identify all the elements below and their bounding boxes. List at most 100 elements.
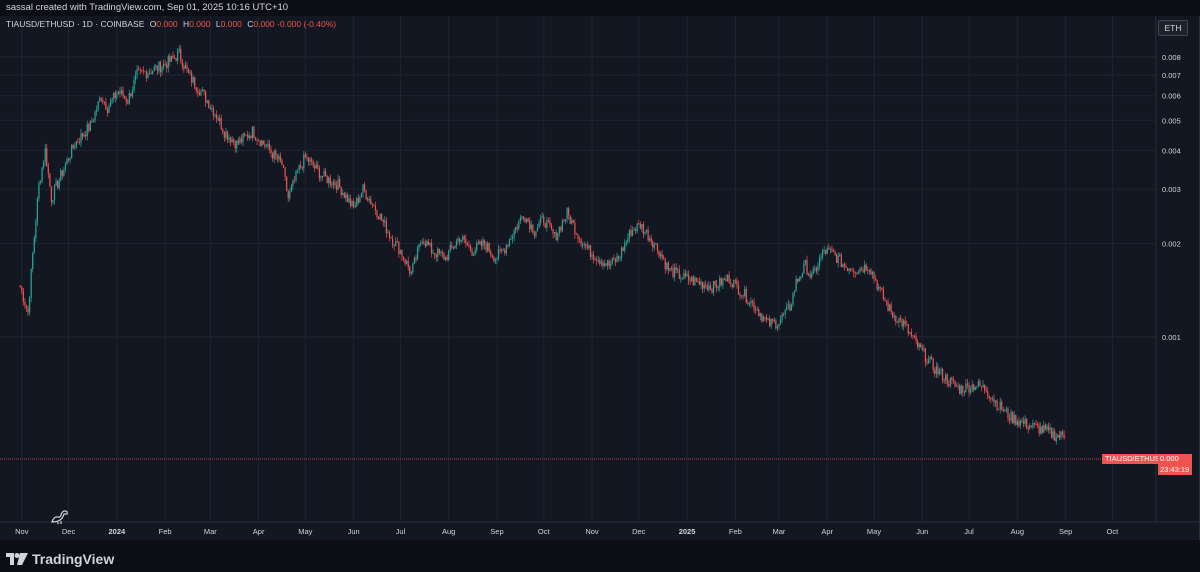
tradingview-brand: TradingView [32,551,115,567]
candle-body [915,336,917,342]
candle-body [268,143,271,150]
x-tick-label: Nov [15,527,29,536]
candle-body [430,242,433,254]
candle-body [994,400,997,403]
candle-body [226,131,229,140]
candle-body [485,244,487,251]
candle-body [703,284,705,289]
candle-body [69,158,71,161]
candle-body [630,229,632,236]
candle-body [476,242,478,251]
candle-body [560,226,562,231]
candle-body [692,276,694,285]
candle-body [1036,424,1039,426]
candle-body [781,314,783,320]
candle-body [53,185,56,201]
candle-body [286,176,288,191]
candle-body [131,90,134,97]
candle-body [1050,427,1053,438]
candle-body [695,277,698,282]
candle-body [868,269,870,272]
candle-body [541,216,543,218]
dino-icon[interactable] [50,508,70,524]
tradingview-logo[interactable]: TradingView [6,551,114,567]
candle-body [811,274,813,278]
candle-body [918,343,920,348]
candle-body [577,234,579,239]
candle-body [599,259,601,264]
candle-body [921,347,923,350]
candle-body [606,260,609,266]
candle-body [645,229,648,232]
candle-body [1012,411,1014,424]
candle-body [105,102,107,110]
candle-body [418,243,420,248]
candle-body [443,253,445,260]
candle-body [420,243,422,245]
candle-body [635,229,637,232]
x-tick-label: Jul [396,527,406,536]
y-tick-label: 0.004 [1162,146,1181,155]
candle-body [139,69,141,71]
price-chart[interactable]: 0.008 0.007 0.006 0.005 0.004 0.003 0.002 0.001… [0,0,1200,540]
candle-body [323,171,325,177]
candle-body [792,292,794,305]
candle-body [298,165,300,171]
candle-body [536,227,539,232]
candle-body [529,221,531,230]
candle-body [52,200,54,203]
candle-body [589,245,592,257]
candle-body [867,270,869,272]
candle-body [1018,421,1020,426]
candle-body [474,250,476,255]
candle-body [150,72,152,74]
candle-body [201,89,204,92]
candle-body [109,100,112,107]
candle-body [444,256,447,260]
candle-body [55,181,57,186]
candle-body [680,278,682,280]
candle-body [848,268,850,271]
candle-body [300,165,302,167]
candle-body [491,254,493,257]
candle-body [702,281,704,289]
candle-body [1043,425,1045,433]
candle-body [432,253,434,254]
candle-body [289,191,291,199]
currency-badge[interactable]: ETH [1158,20,1188,36]
candle-body [948,384,950,386]
candle-body [1040,426,1042,434]
candle-body [1060,431,1062,438]
candle-body [113,92,115,99]
candle-body [870,269,872,275]
candle-body [739,294,741,296]
candle-body [451,245,453,248]
candle-body [236,140,238,149]
legend-close-label: C [247,19,254,29]
candle-body [954,380,956,386]
candle-body [622,247,624,251]
candle-body [644,231,646,234]
y-tick-label: 0.003 [1162,185,1181,194]
candle-body [575,234,578,235]
candle-body [937,366,939,374]
candle-body [19,285,21,288]
candle-body [815,267,817,272]
candle-body [295,170,297,181]
candle-body [91,121,93,122]
candle-body [871,271,874,275]
candle-body [326,175,328,183]
candle-body [356,197,358,207]
candle-body [175,58,177,61]
candle-body [222,129,224,133]
candle-body [890,304,892,313]
candle-body [1029,425,1031,429]
candle-body [984,384,986,391]
candle-body [670,267,673,269]
x-tick-label: Oct [538,527,551,536]
candle-body [58,180,60,188]
candle-body [772,318,774,322]
candle-body [329,177,331,185]
candle-body [547,220,550,221]
candle-body [234,141,236,149]
